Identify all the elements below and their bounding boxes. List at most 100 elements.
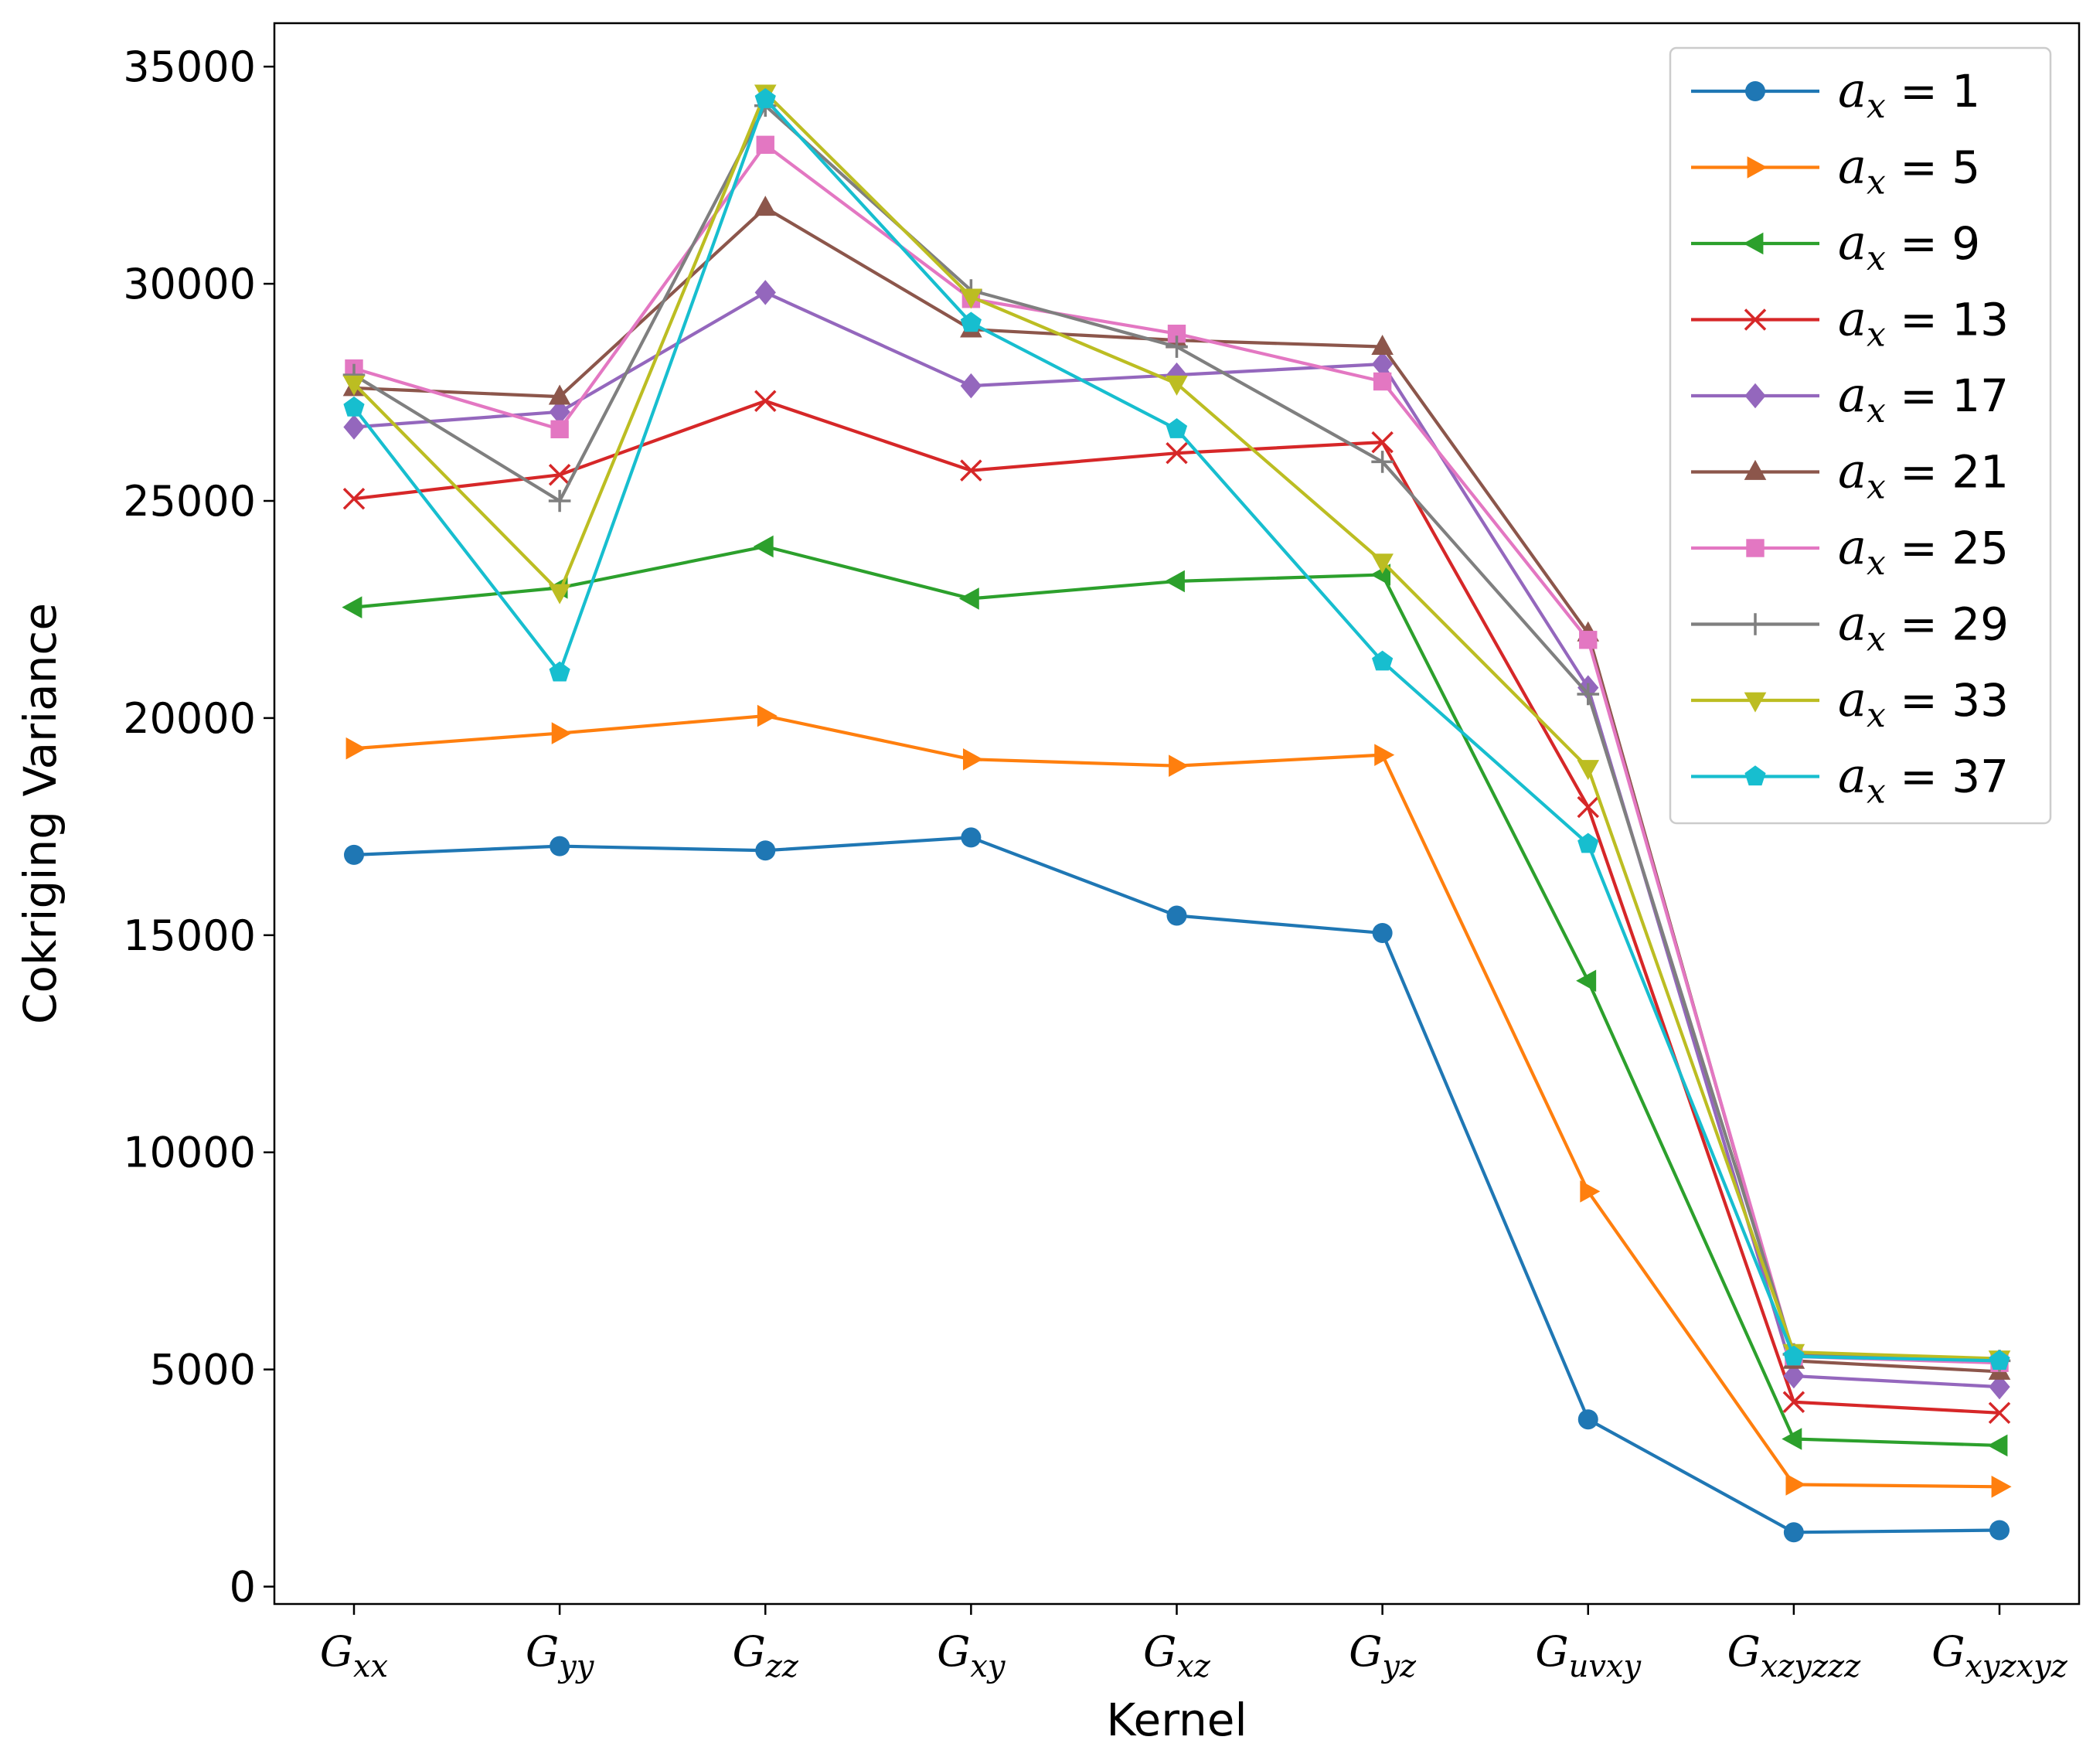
data-point-marker — [1577, 833, 1599, 853]
legend-label: ax = 29 — [1838, 595, 2009, 659]
data-point-marker — [548, 384, 571, 405]
data-point-marker — [1988, 1401, 2011, 1425]
legend-item: ax = 1 — [1691, 62, 1980, 126]
series-9 — [343, 88, 2010, 1370]
y-tick-label: 25000 — [123, 477, 256, 526]
legend: ax = 1 ax = 5 ax = 9 ax = 13 ax = 17 ax = 21 a… — [1669, 46, 2052, 825]
x-tick-label: Gyz — [1349, 1627, 1417, 1684]
data-point-marker — [960, 312, 982, 332]
x-axis-title: Kernel — [1106, 1694, 1247, 1746]
series-line — [353, 713, 2000, 1489]
data-point-marker — [1372, 922, 1393, 943]
series-8 — [342, 84, 2011, 1371]
data-point-marker — [1576, 969, 1597, 993]
legend-label: ax = 17 — [1838, 366, 2009, 431]
axes-frame — [273, 22, 2081, 1606]
data-point-marker — [753, 535, 774, 558]
data-point-marker — [1989, 1350, 2010, 1370]
x-tick-label: Gxyzxyz — [1931, 1627, 2068, 1684]
legend-item: ax = 13 — [1691, 291, 2009, 355]
legend-item: ax = 9 — [1691, 214, 1980, 278]
data-point-marker — [1783, 1363, 1805, 1389]
x-tick-label: Guvxy — [1535, 1627, 1642, 1684]
data-point-marker — [960, 459, 982, 482]
y-tick-label: 20000 — [123, 694, 256, 743]
data-point-marker — [548, 464, 571, 486]
data-point-marker — [1577, 1409, 1598, 1430]
data-point-marker — [1577, 760, 1600, 781]
data-point-marker — [1370, 564, 1391, 586]
data-point-marker — [1744, 613, 1767, 635]
data-point-marker — [1166, 375, 1188, 396]
data-point-marker — [549, 399, 570, 425]
legend-item: ax = 29 — [1691, 595, 2009, 659]
data-point-marker — [1371, 553, 1394, 574]
x-tick-label: Gxy — [937, 1627, 1006, 1684]
data-point-marker — [754, 196, 777, 216]
x-tick-label: Gzz — [733, 1627, 799, 1684]
data-point-marker — [345, 737, 366, 760]
data-point-marker — [1374, 744, 1395, 766]
data-point-marker — [1577, 683, 1600, 706]
data-point-marker — [1783, 1345, 1805, 1366]
data-point-marker — [1371, 351, 1394, 377]
data-point-marker — [1166, 335, 1188, 358]
legend-label: ax = 37 — [1838, 747, 2009, 812]
data-point-marker — [1167, 324, 1186, 343]
legend-label: ax = 5 — [1838, 138, 1980, 203]
series-1 — [345, 704, 2012, 1498]
y-axis-ticks: 0 5000 10000 15000 20000 25000 30000 35000 — [123, 43, 274, 1612]
legend-label: ax = 21 — [1838, 443, 2009, 507]
data-point-marker — [550, 836, 570, 856]
y-tick-label: 0 — [230, 1563, 256, 1612]
data-point-marker — [550, 420, 569, 438]
data-point-marker — [1745, 81, 1765, 101]
data-point-marker — [1989, 1520, 2010, 1541]
data-point-marker — [343, 396, 365, 417]
data-point-marker — [1372, 650, 1394, 671]
data-point-marker — [551, 722, 572, 744]
legend-item: ax = 5 — [1691, 138, 1980, 203]
data-point-marker — [1166, 441, 1188, 465]
data-point-marker — [549, 661, 570, 682]
series-3 — [342, 390, 2011, 1425]
data-point-marker — [1744, 692, 1767, 713]
legend-label: ax = 13 — [1838, 291, 2009, 355]
y-axis-title: Cokriging Variance — [14, 603, 66, 1024]
data-point-marker — [1371, 431, 1394, 454]
data-point-marker — [1580, 1180, 1601, 1203]
data-point-marker — [1785, 1473, 1806, 1496]
data-point-marker — [754, 280, 776, 305]
series-layer — [342, 84, 2012, 1543]
data-point-marker — [343, 414, 365, 440]
y-tick-label: 15000 — [123, 911, 256, 960]
legend-label: ax = 1 — [1838, 62, 1980, 126]
data-point-marker — [1164, 570, 1185, 593]
data-point-marker — [1987, 1434, 2008, 1457]
data-point-marker — [1166, 905, 1187, 926]
legend-box — [1669, 46, 2052, 825]
x-tick-label: Gxx — [320, 1627, 388, 1684]
data-point-marker — [548, 584, 571, 604]
data-point-marker — [1991, 1476, 2012, 1498]
y-tick-label: 30000 — [123, 260, 256, 308]
data-point-marker — [342, 375, 366, 396]
data-point-marker — [1577, 795, 1599, 819]
data-point-marker — [1744, 308, 1767, 331]
legend-label: ax = 33 — [1838, 671, 2009, 735]
data-point-marker — [1166, 417, 1188, 438]
data-point-marker — [960, 288, 982, 309]
data-point-marker — [1747, 156, 1768, 179]
data-point-marker — [1744, 765, 1766, 786]
data-point-marker — [962, 747, 983, 771]
y-tick-label: 5000 — [150, 1346, 256, 1395]
data-point-marker — [960, 373, 982, 399]
data-point-marker — [1169, 754, 1189, 778]
legend-label: ax = 25 — [1838, 519, 2009, 583]
data-point-marker — [548, 489, 571, 513]
data-point-marker — [1743, 232, 1764, 255]
legend-label: ax = 9 — [1838, 214, 1980, 278]
data-point-marker — [1373, 372, 1392, 391]
